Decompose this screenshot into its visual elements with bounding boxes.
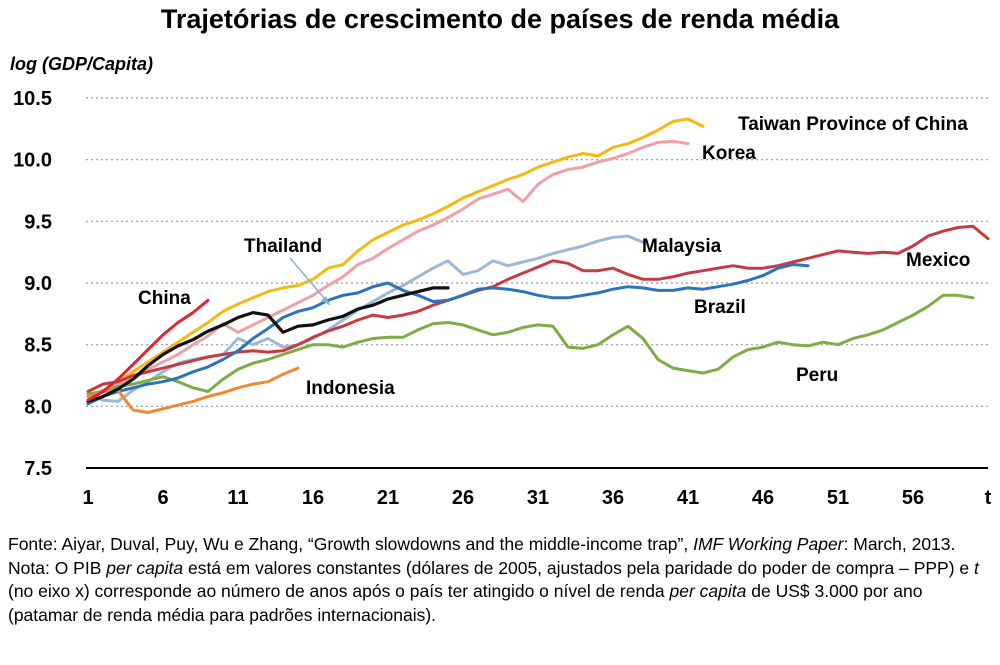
note-text: está em valores constantes (dólares de 2…: [183, 557, 974, 578]
y-tick-label: 10.5: [13, 88, 52, 110]
series-labels: Taiwan Province of China Korea Malaysia Mex…: [138, 114, 970, 399]
note-italic: t: [974, 557, 979, 578]
series-line-indonesia: [86, 366, 300, 414]
y-tick-label: 8.5: [24, 335, 52, 357]
x-axis-label: t: [985, 487, 992, 509]
source-journal: IMF Working Paper: [693, 534, 844, 554]
series-line-korea: [86, 139, 690, 398]
series-label: Brazil: [694, 297, 746, 318]
x-tick-label: 26: [452, 487, 474, 509]
arrow-head-icon: [321, 296, 330, 305]
series-label: Taiwan Province of China: [738, 114, 968, 135]
series-line-brazil: [86, 263, 810, 406]
thailand-pointer-arrow: [289, 257, 331, 306]
explanatory-note: Nota: O PIB per capita está em valores c…: [8, 557, 993, 628]
x-tick-label: 31: [527, 487, 549, 509]
note-text: (no eixo x) corresponde ao número de ano…: [8, 581, 670, 601]
y-axis-label: log (GDP/Capita): [10, 54, 153, 74]
series-line-mexico: [86, 224, 990, 393]
x-tick-label: 16: [302, 487, 324, 509]
series-line-taiwan-province-of-china: [86, 117, 705, 402]
chart-title: Trajetórias de crescimento de países de …: [160, 4, 840, 34]
x-tick-label: 56: [902, 487, 924, 509]
series-line-peru: [86, 293, 975, 396]
series-label: Indonesia: [306, 378, 395, 399]
x-tick-label: 51: [827, 487, 849, 509]
y-tick-label: 9.5: [24, 211, 52, 233]
series-label: Malaysia: [642, 236, 722, 257]
note-text: de US$ 3.000 por ano (patamar de renda m…: [8, 581, 923, 625]
x-tick-label: 6: [157, 487, 168, 509]
y-tick-label: 7.5: [24, 458, 52, 480]
note-italic: per capita: [106, 557, 184, 578]
x-tick-label: 11: [227, 487, 248, 509]
note-italic: per capita: [669, 581, 747, 601]
x-tick-label: 46: [752, 487, 774, 509]
series-label: Korea: [702, 143, 756, 164]
series-label: China: [138, 288, 191, 309]
footnotes: Fonte: Aiyar, Duval, Puy, Wu e Zhang, “G…: [8, 533, 993, 627]
y-tick-label: 10.0: [13, 150, 52, 172]
x-axis-ticks: 1 6 11 16 21 26 31 36 41 46 51 56 t: [82, 487, 991, 509]
y-tick-label: 8.0: [24, 396, 52, 418]
x-tick-label: 41: [677, 487, 699, 509]
x-tick-label: 1: [82, 487, 93, 509]
series-lines: [86, 117, 990, 414]
x-tick-label: 21: [377, 487, 399, 509]
series-label: Mexico: [906, 250, 970, 271]
note-text: Nota: O PIB: [8, 557, 107, 578]
source-note: Fonte: Aiyar, Duval, Puy, Wu e Zhang, “G…: [8, 533, 993, 557]
source-text: Fonte: Aiyar, Duval, Puy, Wu e Zhang, “G…: [8, 534, 694, 554]
source-date: : March, 2013.: [843, 534, 956, 554]
y-tick-label: 9.0: [24, 273, 52, 295]
line-chart: 7.58.08.59.09.510.010.5 1 6 11 16 21 26 31 36 41…: [10, 54, 992, 509]
x-tick-label: 36: [602, 487, 624, 509]
series-line-thailand: [86, 286, 450, 403]
series-line-china: [86, 298, 210, 402]
gridlines: [86, 97, 988, 407]
series-label: Peru: [796, 365, 838, 386]
series-label: Thailand: [244, 236, 322, 257]
y-axis-ticks: 7.5 8.0 8.5 9.0 9.5 10.0 10.5: [13, 88, 52, 480]
